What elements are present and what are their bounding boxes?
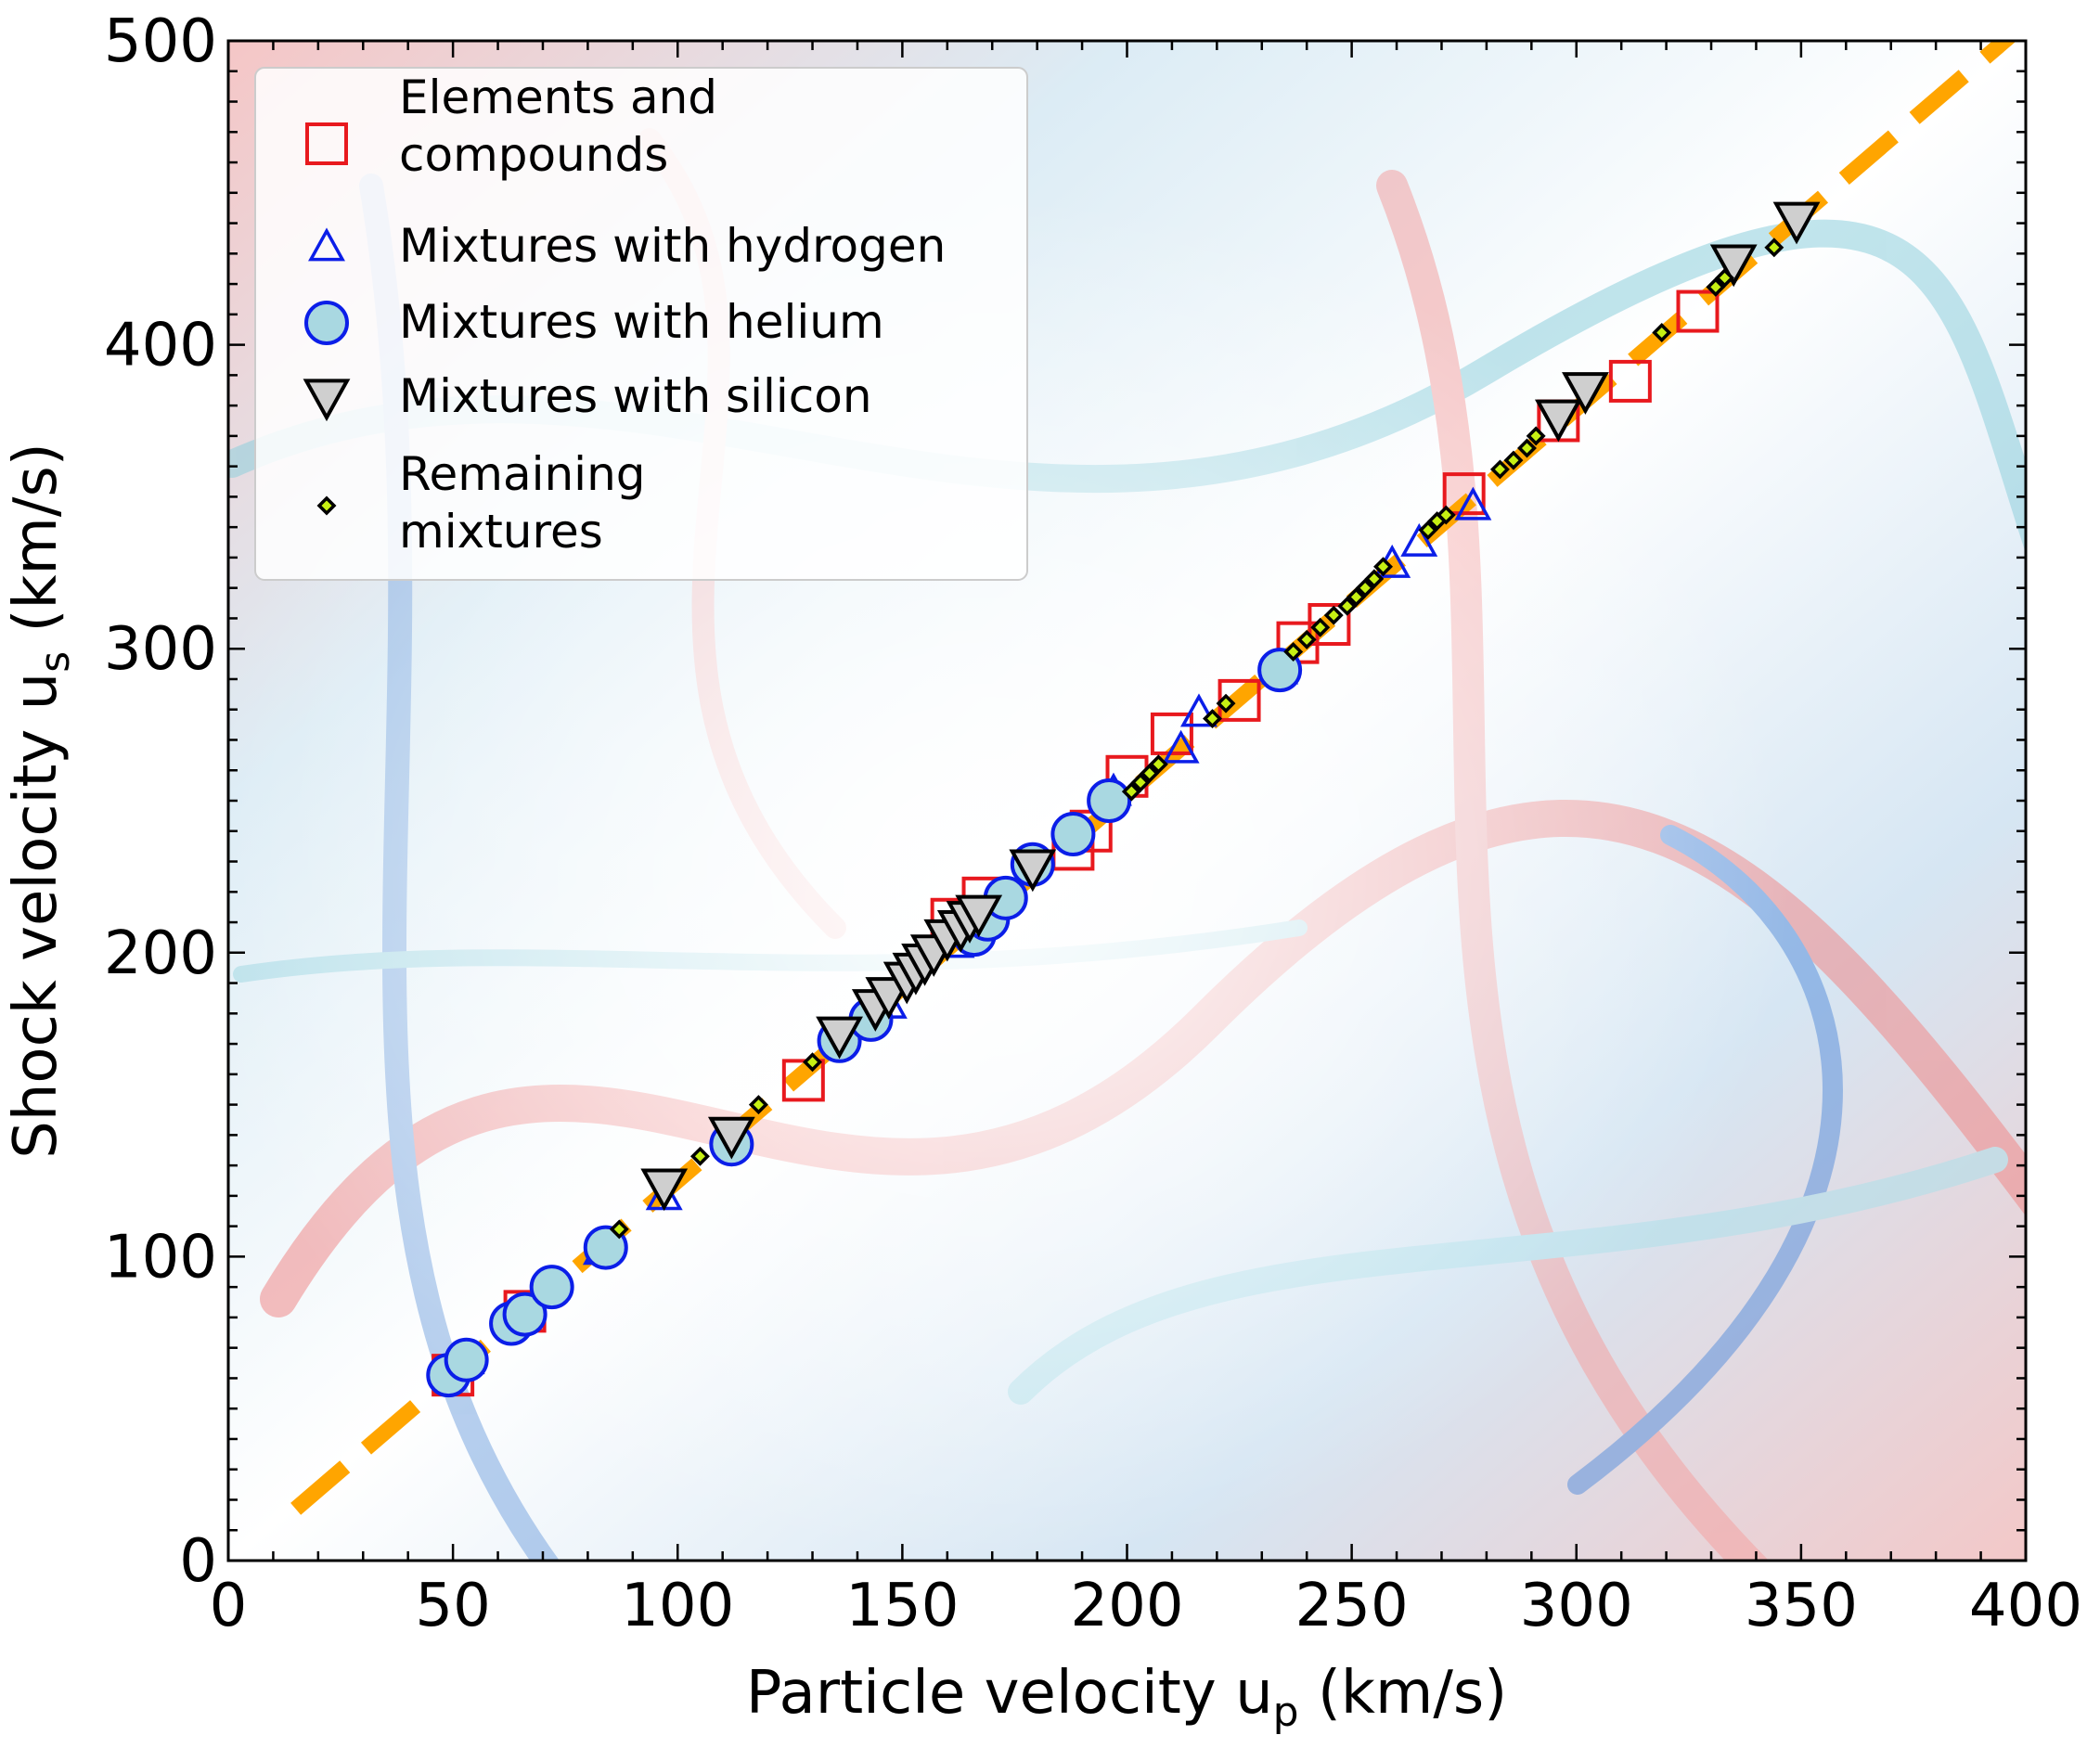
- data-point-triangle-down-0: [640, 1168, 689, 1212]
- legend-marker-1: [308, 227, 345, 262]
- data-point-diamond-12: [1310, 617, 1331, 637]
- data-point-circle-13: [1050, 812, 1096, 857]
- x-tick-label: 0: [210, 1572, 248, 1640]
- data-point-diamond-17: [1364, 569, 1385, 589]
- data-point-diamond-21: [1436, 505, 1456, 525]
- data-point-diamond-5: [1130, 772, 1151, 792]
- data-point-diamond-14: [1337, 596, 1358, 616]
- x-tick-label: 150: [845, 1572, 959, 1640]
- legend-label: mixtures: [399, 505, 603, 559]
- data-point-triangle-down-17: [1772, 201, 1821, 245]
- data-point-diamond-10: [1283, 642, 1304, 662]
- data-point-square-11: [1308, 602, 1351, 646]
- legend-entry-2: Mixtures with hydrogen: [308, 219, 946, 273]
- x-tick-label: 350: [1745, 1572, 1858, 1640]
- data-point-diamond-7: [1148, 754, 1168, 775]
- markers-layer: [426, 201, 1821, 1398]
- data-point-circle-14: [1087, 778, 1132, 823]
- data-point-circle-3: [502, 1292, 548, 1337]
- data-point-diamond-3: [803, 1052, 822, 1073]
- x-tick-label: 250: [1295, 1572, 1409, 1640]
- data-point-diamond-13: [1323, 605, 1344, 625]
- data-point-diamond-6: [1140, 764, 1160, 783]
- x-tick-label: 50: [415, 1572, 490, 1640]
- data-point-triangle-down-14: [1534, 399, 1582, 443]
- data-point-diamond-22: [1489, 459, 1510, 480]
- data-point-diamond-19: [1418, 520, 1438, 540]
- data-point-triangle-down-16: [1709, 244, 1758, 288]
- data-point-triangle-down-1: [707, 1116, 755, 1160]
- legend-label: Mixtures with hydrogen: [399, 219, 946, 273]
- legend-marker-2: [304, 301, 349, 345]
- x-tick-label: 300: [1520, 1572, 1633, 1640]
- data-point-triangle-up-11: [1454, 486, 1492, 521]
- data-point-diamond-11: [1296, 629, 1317, 649]
- data-point-diamond-24: [1517, 438, 1537, 458]
- x-tick-label: 100: [621, 1572, 734, 1640]
- data-point-square-12: [1442, 472, 1486, 516]
- data-point-diamond-2: [748, 1095, 768, 1115]
- x-ticks: 0 50 100 150 200 250 300 350 400: [210, 41, 2082, 1640]
- data-point-diamond-4: [1121, 781, 1141, 802]
- data-point-diamond-26: [1652, 323, 1672, 342]
- data-point-square-2: [781, 1059, 825, 1102]
- series-5: [609, 238, 1784, 1240]
- legend-label: Mixtures with helium: [399, 295, 884, 349]
- data-point-triangle-up-6: [1162, 729, 1200, 764]
- legend-label: compounds: [399, 128, 668, 182]
- legend-entry-4: Mixtures with silicon: [303, 369, 872, 423]
- data-point-diamond-16: [1355, 578, 1375, 598]
- y-tick-label: 0: [179, 1527, 217, 1596]
- y-tick-label: 200: [104, 919, 217, 988]
- y-tick-label: 400: [104, 312, 217, 380]
- data-point-diamond-1: [689, 1146, 710, 1166]
- data-point-circle-15: [1257, 648, 1303, 693]
- x-axis-label: Particle velocity up (km/s): [746, 1659, 1507, 1736]
- data-point-triangle-down-2: [816, 1016, 863, 1060]
- data-point-triangle-down-12: [955, 894, 1003, 938]
- data-point-circle-5: [583, 1225, 628, 1270]
- data-point-diamond-8: [1203, 709, 1222, 729]
- legend-marker-0: [305, 122, 348, 165]
- x-tick-label: 400: [1969, 1572, 2082, 1640]
- data-point-diamond-27: [1706, 276, 1726, 297]
- data-point-circle-4: [529, 1265, 574, 1310]
- legend-label: Remaining: [399, 447, 646, 501]
- data-point-diamond-18: [1373, 557, 1393, 577]
- data-point-square-15: [1676, 289, 1720, 333]
- data-point-diamond-0: [609, 1219, 629, 1240]
- legend-marker-3: [303, 379, 351, 422]
- legend-label: Elements and: [399, 71, 717, 124]
- data-point-triangle-down-13: [1009, 849, 1057, 893]
- data-point-diamond-28: [1715, 268, 1735, 289]
- data-point-triangle-up-10: [1400, 522, 1438, 557]
- x-tick-label: 200: [1070, 1572, 1183, 1640]
- data-point-diamond-25: [1526, 426, 1546, 446]
- series-4: [640, 201, 1821, 1212]
- legend-label: Mixtures with silicon: [399, 369, 872, 423]
- legend-box: [254, 67, 1028, 581]
- data-point-square-14: [1608, 359, 1652, 403]
- data-point-square-8: [1150, 712, 1193, 755]
- y-ticks: 0 100 200 300 400 500: [104, 7, 2026, 1596]
- y-tick-label: 300: [104, 615, 217, 684]
- y-axis-label: Shock velocity us (km/s): [2, 443, 79, 1159]
- data-point-triangle-down-15: [1562, 372, 1609, 415]
- legend-marker-4: [316, 495, 337, 516]
- data-point-diamond-29: [1764, 238, 1784, 258]
- data-point-diamond-23: [1503, 450, 1524, 470]
- data-point-triangle-up-7: [1180, 693, 1217, 727]
- y-tick-label: 100: [104, 1223, 217, 1292]
- y-tick-label: 500: [104, 7, 217, 76]
- legend-entry-3: Mixtures with helium: [304, 295, 884, 349]
- data-point-diamond-9: [1216, 693, 1236, 713]
- data-point-circle-1: [444, 1337, 489, 1382]
- data-point-diamond-15: [1346, 587, 1366, 607]
